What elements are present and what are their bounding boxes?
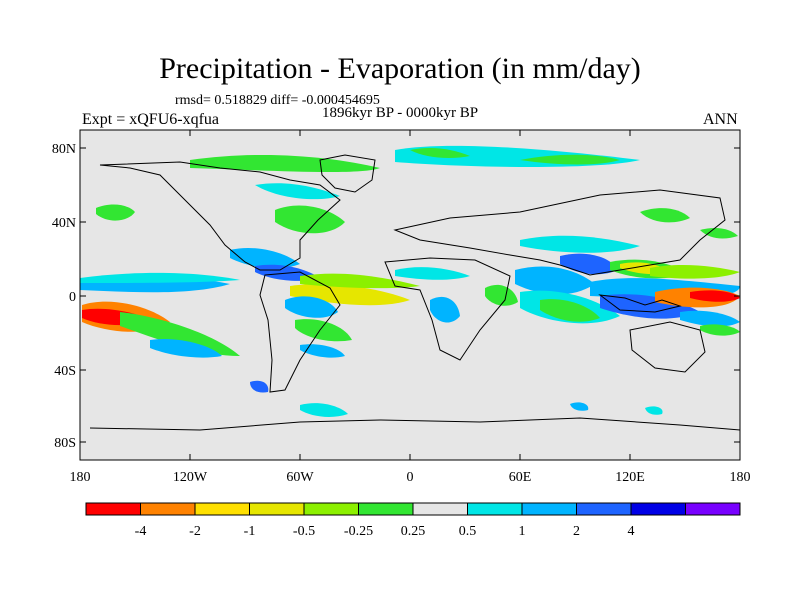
field-arabian-blue — [515, 266, 595, 295]
longitude-axis: 180 120W 60W 0 60E 120E 180 — [70, 130, 751, 485]
period-label: 1896kyr BP - 0000kyr BP — [322, 105, 479, 121]
field-natlantic-green — [275, 205, 345, 234]
colorbar-label: 2 — [573, 524, 580, 539]
lat-tick-label: 40N — [52, 216, 76, 231]
field-arctic-west — [190, 154, 380, 173]
field-southern-cyan — [300, 403, 348, 417]
field-nwpacific-green — [640, 208, 690, 223]
colorbar-swatch — [467, 502, 523, 516]
field-southern-cyan-2 — [645, 406, 663, 415]
field-npacific-green — [96, 204, 135, 221]
colorbar-swatch — [85, 502, 141, 516]
field-npac-east-green — [700, 228, 738, 239]
field-southern-blue-1 — [570, 402, 589, 411]
lon-tick-label: 180 — [730, 470, 751, 485]
colorbar-swatch — [140, 502, 196, 516]
coast-greenland — [319, 154, 376, 193]
field-spcz-west-blue — [680, 310, 740, 327]
coast-south-america — [259, 271, 341, 393]
coast-africa — [384, 257, 511, 361]
colorbar-label: 1 — [519, 524, 526, 539]
field-bay-bengal-blue — [560, 253, 618, 275]
colorbar-label: -4 — [135, 524, 147, 539]
lon-tick-label: 120E — [615, 470, 645, 485]
statistics-line: rmsd= 0.518829 diff= -0.000454695 — [175, 93, 380, 108]
coast-eurasia — [393, 189, 726, 276]
experiment-label: Expt = xQFU6-xqfua — [82, 111, 220, 128]
coast-indonesia — [598, 294, 682, 313]
colorbar-label: 4 — [628, 524, 635, 539]
field-wpacific-red — [690, 290, 740, 302]
map-panel: 80N 40N 0 40S 80S 180 120W 60W 0 60E 120E 180 — [52, 129, 751, 485]
field-amazon-blue — [285, 296, 338, 318]
field-indian-green — [540, 299, 600, 322]
coastlines — [89, 154, 741, 431]
field-asia-cyan — [520, 235, 640, 253]
coast-antarctica — [89, 417, 741, 431]
field-siberia-green — [520, 154, 620, 165]
colorbar: -4 -2 -1 -0.5 -0.25 0.25 0.5 1 2 4 — [85, 502, 741, 539]
lon-tick-label: 0 — [407, 470, 414, 485]
lat-tick-label: 40S — [54, 364, 76, 379]
lon-tick-label: 60W — [286, 470, 314, 485]
colorbar-label: 0.25 — [401, 524, 426, 539]
colorbar-label: 0.5 — [459, 524, 477, 539]
lon-tick-label: 120W — [173, 470, 208, 485]
colorbar-swatch — [685, 502, 741, 516]
lat-tick-label: 80N — [52, 142, 76, 157]
field-nwpacific-lime — [650, 265, 740, 279]
field-tropatl-lime — [300, 273, 420, 289]
field-eafrica-green — [485, 284, 518, 306]
coast-australia — [629, 321, 706, 373]
season-label: ANN — [703, 111, 738, 128]
field-indonesia-darkblue — [600, 294, 700, 319]
colorbar-swatch — [303, 502, 359, 516]
field-greenland-cyan — [255, 183, 340, 200]
colorbar-label: -0.5 — [293, 524, 315, 539]
field-congo-blue — [430, 296, 460, 323]
colorbar-label: -2 — [189, 524, 201, 539]
field-southbrazil-blue — [300, 344, 345, 358]
field-spcz-west-green — [700, 324, 740, 336]
lon-tick-label: 60E — [509, 470, 532, 485]
field-eq-pacific-cyan — [80, 272, 240, 283]
lat-tick-label: 0 — [69, 290, 76, 305]
lon-tick-label: 180 — [70, 470, 91, 485]
lat-tick-label: 80S — [54, 436, 76, 451]
field-spcz-green — [120, 312, 240, 356]
field-guinea-cyan — [395, 267, 470, 280]
field-arctic-green — [410, 148, 470, 158]
latitude-axis: 80N 40N 0 40S 80S — [52, 142, 740, 451]
colorbar-label: -0.25 — [344, 524, 373, 539]
coast-north-america — [99, 161, 341, 271]
colorbar-swatch — [194, 502, 250, 516]
field-anomalies — [80, 145, 740, 417]
colorbar-swatch — [249, 502, 305, 516]
map-title: Precipitation - Evaporation (in mm/day) — [159, 52, 641, 85]
colorbar-label: -1 — [244, 524, 256, 539]
field-patagonia-blue — [250, 380, 269, 393]
colorbar-swatch — [358, 502, 414, 516]
colorbar-swatch — [630, 502, 686, 516]
colorbar-swatch — [412, 502, 468, 516]
field-brazil-green — [295, 319, 352, 342]
field-spcz-blue — [150, 338, 222, 358]
colorbar-swatch — [576, 502, 632, 516]
colorbar-swatch — [521, 502, 577, 516]
